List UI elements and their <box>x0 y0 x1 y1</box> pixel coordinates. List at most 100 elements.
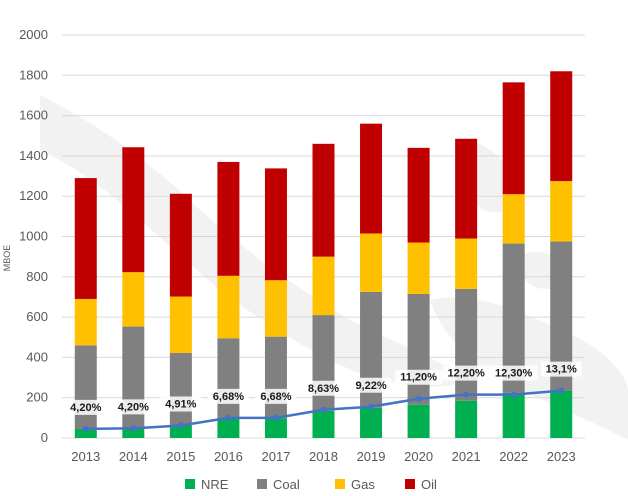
x-tick-label: 2018 <box>309 449 338 464</box>
share-label: 11,20% <box>400 372 437 384</box>
trend-point <box>272 414 279 421</box>
bar-coal-2013 <box>74 345 97 429</box>
legend-swatch-coal <box>257 479 267 489</box>
bar-nre-2014 <box>122 428 145 438</box>
x-tick-label: 2014 <box>119 449 148 464</box>
bar-oil-2017 <box>264 168 287 281</box>
share-label-bg <box>207 388 249 404</box>
bar-oil-2023 <box>550 71 573 182</box>
y-tick-label: 800 <box>26 269 48 284</box>
bar-nre-2019 <box>360 407 383 438</box>
y-tick-label: 600 <box>26 309 48 324</box>
share-label: 9,22% <box>355 380 386 392</box>
share-label-bg <box>350 377 392 393</box>
share-label: 4,20% <box>70 402 101 414</box>
trend-point <box>463 391 470 398</box>
y-tick-label: 200 <box>26 390 48 405</box>
trend-point <box>558 387 565 394</box>
legend-swatch-oil <box>405 479 415 489</box>
legend-label-oil: Oil <box>421 477 437 492</box>
bar-coal-2016 <box>217 338 240 419</box>
legend-label-gas: Gas <box>351 477 375 492</box>
legend-swatch-nre <box>185 479 195 489</box>
bar-nre-2023 <box>550 390 573 438</box>
trend-point <box>82 425 89 432</box>
bar-coal-2023 <box>550 241 573 391</box>
bar-oil-2020 <box>407 147 430 243</box>
bar-oil-2014 <box>122 147 145 273</box>
legend-swatch-gas <box>335 479 345 489</box>
bar-gas-2021 <box>455 238 478 289</box>
bar-oil-2022 <box>502 82 525 195</box>
gridlines <box>62 34 585 439</box>
bar-oil-2018 <box>312 143 335 257</box>
x-tick-label: 2022 <box>499 449 528 464</box>
bar-nre-2020 <box>407 404 430 438</box>
bar-gas-2014 <box>122 272 145 327</box>
y-tick-label: 1000 <box>19 229 48 244</box>
nre-trend-line <box>82 387 565 432</box>
bar-nre-2013 <box>74 428 97 438</box>
share-label: 13,1% <box>546 364 577 376</box>
x-tick-label: 2015 <box>166 449 195 464</box>
share-label: 12,20% <box>447 368 485 380</box>
share-label: 8,63% <box>308 383 339 395</box>
bar-nre-2016 <box>217 418 240 438</box>
bar-oil-2021 <box>455 138 478 239</box>
bar-gas-2017 <box>264 280 287 337</box>
share-label: 12,30% <box>495 368 533 380</box>
share-label: 4,20% <box>118 401 149 413</box>
share-label-bg <box>489 365 538 381</box>
x-axis: 2013 2014 2015 2016 2017 2018 2019 2020 2021 2022… <box>71 449 575 464</box>
bar-coal-2017 <box>264 336 287 419</box>
bar-coal-2018 <box>312 315 335 411</box>
trend-point <box>225 414 232 421</box>
bar-gas-2018 <box>312 256 335 316</box>
bar-coal-2015 <box>169 352 192 426</box>
bar-gas-2015 <box>169 296 192 353</box>
share-label-bg <box>303 380 344 396</box>
share-label-bg <box>65 399 107 415</box>
y-axis: 0 200 400 600 800 1000 1200 1400 1600 1800 2000 <box>19 27 48 445</box>
bar-gas-2016 <box>217 275 240 339</box>
trend-point <box>177 422 184 429</box>
x-tick-label: 2013 <box>71 449 100 464</box>
x-tick-label: 2019 <box>357 449 386 464</box>
share-label-bg <box>442 365 490 381</box>
x-tick-label: 2021 <box>452 449 481 464</box>
trend-point <box>320 406 327 413</box>
legend: NRE Coal Gas Oil <box>185 477 437 492</box>
bar-nre-2017 <box>264 418 287 438</box>
y-tick-label: 1400 <box>19 148 48 163</box>
trend-point <box>415 395 422 402</box>
share-label-bg <box>112 399 154 415</box>
bar-nre-2022 <box>502 392 525 438</box>
trend-point <box>130 425 137 432</box>
bar-oil-2015 <box>169 193 192 297</box>
y-tick-label: 1200 <box>19 188 48 203</box>
y-tick-label: 1600 <box>19 108 48 123</box>
bar-gas-2023 <box>550 181 573 242</box>
share-label: 4,91% <box>165 399 196 411</box>
bar-coal-2020 <box>407 293 430 405</box>
bar-gas-2013 <box>74 298 97 346</box>
legend-label-coal: Coal <box>273 477 300 492</box>
x-tick-label: 2017 <box>261 449 290 464</box>
bar-oil-2013 <box>74 178 97 299</box>
share-label-bg <box>394 369 443 385</box>
share-label: 6,68% <box>260 391 291 403</box>
y-axis-label: MBOE <box>2 245 12 272</box>
bar-coal-2022 <box>502 243 525 393</box>
nre-share-labels: 4,20% 4,20% 4,91% 6,68% 6,68% 8,63% 9,22% 11,20… <box>65 361 582 415</box>
x-tick-label: 2016 <box>214 449 243 464</box>
bar-nre-2021 <box>455 400 478 438</box>
trend-point <box>368 403 375 410</box>
x-tick-label: 2023 <box>547 449 576 464</box>
share-label-bg <box>160 396 202 412</box>
stacked-bars <box>74 71 573 438</box>
share-label-bg <box>540 361 582 377</box>
bar-nre-2018 <box>312 410 335 438</box>
y-tick-label: 0 <box>41 430 48 445</box>
trend-point <box>510 391 517 398</box>
